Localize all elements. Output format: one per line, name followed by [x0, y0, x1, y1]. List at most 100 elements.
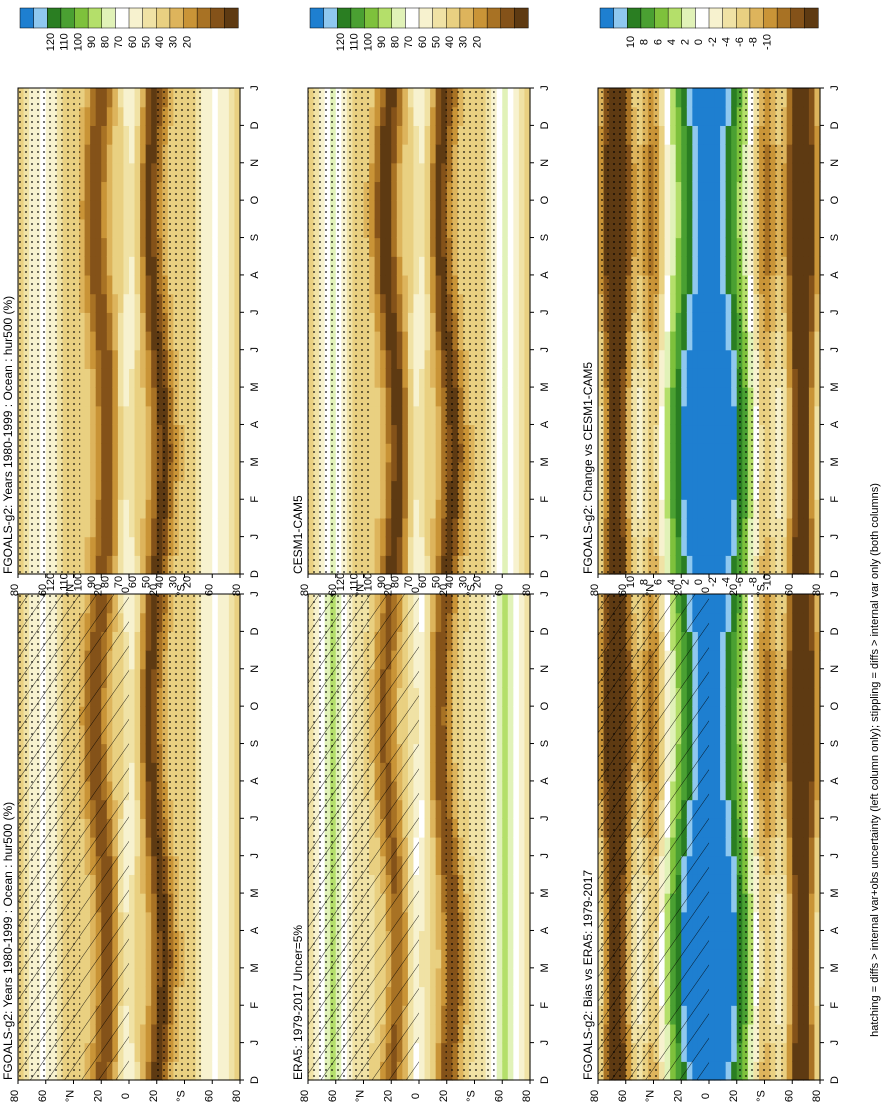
heatmap-cell	[435, 480, 442, 500]
heatmap-cell	[101, 312, 108, 332]
heatmap-cell	[369, 405, 376, 426]
heatmap-cell	[117, 499, 125, 519]
heatmap-cell	[223, 911, 230, 932]
heatmap-cell	[502, 405, 509, 426]
heatmap-cell	[134, 967, 141, 988]
heatmap-cell	[123, 312, 130, 332]
heatmap-cell	[123, 555, 130, 575]
heatmap-cell	[145, 424, 152, 444]
heatmap-cell	[430, 106, 437, 126]
heatmap-cell	[391, 405, 398, 426]
heatmap-cell	[496, 1023, 503, 1044]
heatmap-cell	[151, 555, 158, 575]
heatmap-cell	[79, 125, 86, 145]
heatmap-cell	[129, 274, 136, 295]
heatmap-cell	[419, 106, 426, 126]
heatmap-cell	[212, 293, 219, 313]
heatmap-cell	[106, 218, 113, 239]
heatmap-cell	[419, 874, 426, 894]
heatmap-cell	[112, 368, 119, 388]
heatmap-cell	[134, 88, 141, 108]
heatmap-cell	[407, 256, 415, 276]
heatmap-cell	[140, 967, 147, 988]
month-label: M	[539, 963, 551, 972]
heatmap-cell	[228, 1023, 236, 1044]
colorbar-label: 100	[72, 33, 84, 51]
heatmap-cell	[129, 594, 136, 614]
heatmap-cell	[385, 424, 392, 444]
month-label: M	[539, 382, 551, 391]
heatmap-cell	[151, 312, 158, 332]
heatmap-cell	[217, 125, 224, 145]
colorbar-label: 60	[417, 576, 429, 588]
heatmap-cell	[380, 461, 387, 482]
heatmap-cell	[134, 293, 141, 313]
heatmap-cell	[413, 162, 420, 183]
heatmap-cell	[518, 631, 526, 651]
heatmap-cell	[234, 274, 241, 295]
heatmap-cell	[524, 1005, 531, 1025]
heatmap-cell	[223, 668, 230, 689]
heatmap-cell	[223, 480, 230, 500]
heatmap-cell	[518, 461, 526, 482]
heatmap-cell	[212, 930, 219, 950]
heatmap-cell	[496, 256, 503, 276]
heatmap-cell	[518, 893, 526, 913]
heatmap-cell	[396, 368, 403, 388]
heatmap-cell	[380, 106, 387, 126]
heatmap-cell	[79, 349, 86, 369]
heatmap-cell	[419, 1061, 426, 1081]
heatmap-cell	[385, 480, 392, 500]
heatmap-cell	[391, 88, 398, 108]
heatmap-cell	[217, 293, 224, 313]
heatmap-cell	[402, 88, 409, 108]
heatmap-cell	[145, 893, 152, 913]
heatmap-cell	[212, 650, 219, 670]
heatmap-cell	[79, 555, 86, 575]
heatmap-cell	[435, 1005, 442, 1025]
colorbar-label: 70	[113, 576, 125, 588]
heatmap-cell	[223, 499, 230, 519]
colorbar-swatch	[33, 7, 48, 29]
heatmap-cell	[496, 874, 503, 894]
heatmap-cell	[441, 631, 448, 651]
heatmap-cell	[134, 874, 141, 894]
heatmap-cell	[518, 443, 526, 463]
heatmap-cell	[134, 144, 141, 164]
heatmap-cell	[424, 762, 431, 782]
heatmap-cell	[223, 762, 230, 782]
colorbar-label: 40	[154, 576, 166, 588]
heatmap-cell	[134, 331, 141, 351]
heatmap-cell	[90, 162, 97, 183]
heatmap-cell	[217, 536, 224, 556]
lat-label: °N	[355, 584, 367, 596]
heatmap-cell	[435, 312, 442, 332]
heatmap-cell	[206, 986, 213, 1006]
heatmap-cell	[385, 555, 392, 575]
heatmap-cell	[430, 88, 437, 108]
heatmap-cell	[435, 930, 442, 950]
heatmap-cell	[212, 424, 219, 444]
heatmap-cell	[513, 650, 520, 670]
heatmap-cell	[129, 1005, 136, 1025]
heatmap-cell	[151, 706, 158, 726]
heatmap-cell	[419, 237, 426, 257]
heatmap-cell	[513, 555, 520, 575]
heatmap-cell	[151, 594, 158, 614]
heatmap-cell	[507, 874, 514, 894]
heatmap-cell	[524, 706, 531, 726]
heatmap-cell	[524, 368, 531, 388]
heatmap-cell	[441, 349, 448, 369]
heatmap-cell	[513, 256, 520, 276]
heatmap-cell	[234, 218, 241, 239]
heatmap-cell	[140, 293, 147, 313]
heatmap-cell	[140, 1042, 147, 1062]
heatmap-cell	[228, 387, 236, 407]
heatmap-cell	[524, 162, 531, 183]
heatmap-cell	[112, 162, 119, 183]
heatmap-cell	[140, 930, 147, 950]
heatmap-cell	[518, 125, 526, 145]
heatmap-cell	[430, 855, 437, 875]
heatmap-cell	[206, 949, 213, 969]
heatmap-cell	[407, 274, 415, 295]
